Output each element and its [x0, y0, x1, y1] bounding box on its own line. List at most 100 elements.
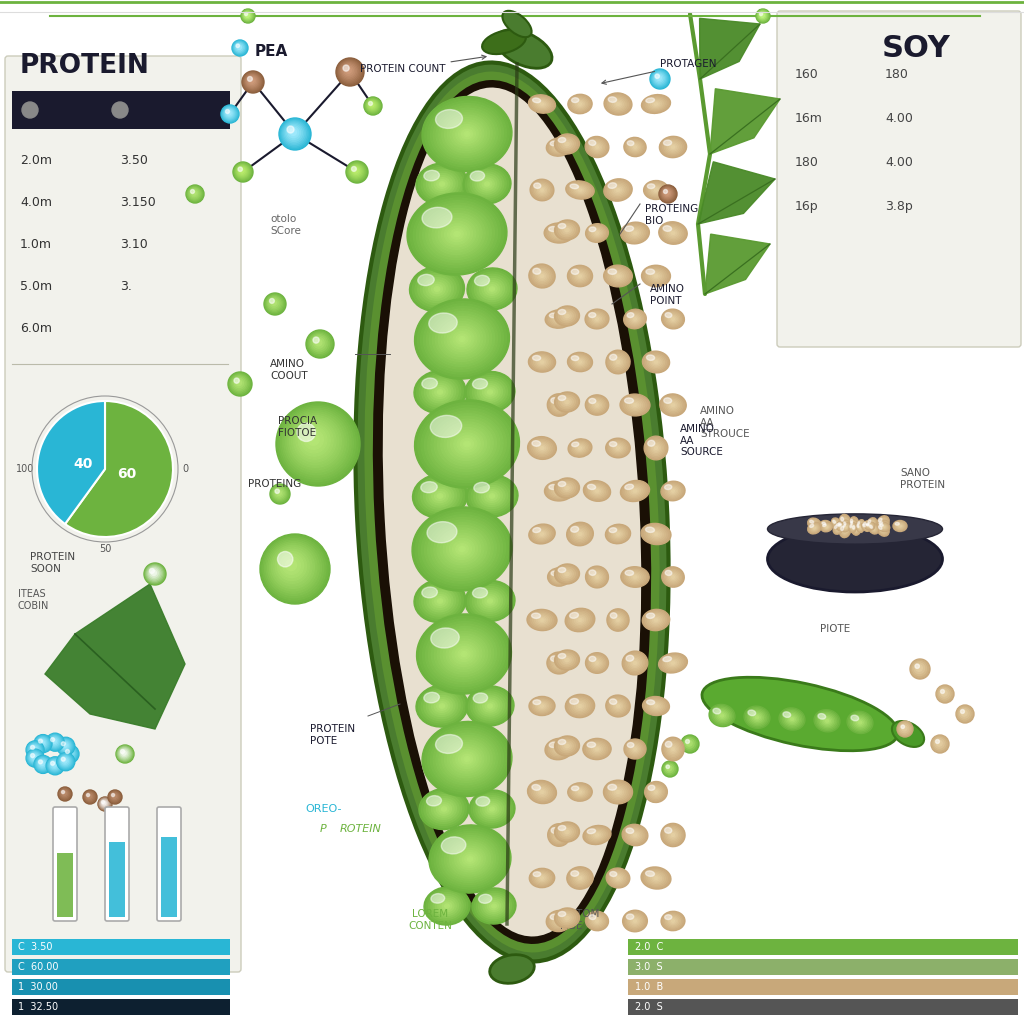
- Text: C  3.50: C 3.50: [18, 942, 52, 952]
- Circle shape: [346, 68, 351, 74]
- Ellipse shape: [838, 524, 841, 526]
- Ellipse shape: [434, 492, 445, 501]
- Ellipse shape: [536, 701, 549, 711]
- Ellipse shape: [881, 522, 886, 527]
- Ellipse shape: [590, 140, 604, 154]
- Ellipse shape: [592, 487, 602, 495]
- Ellipse shape: [745, 708, 768, 727]
- Circle shape: [348, 163, 366, 180]
- Ellipse shape: [666, 658, 680, 668]
- Ellipse shape: [629, 657, 641, 669]
- Ellipse shape: [466, 686, 514, 726]
- Ellipse shape: [531, 97, 552, 111]
- Ellipse shape: [555, 564, 580, 584]
- Ellipse shape: [579, 618, 582, 622]
- Ellipse shape: [664, 738, 683, 760]
- Ellipse shape: [672, 748, 675, 751]
- Ellipse shape: [658, 222, 687, 245]
- Ellipse shape: [461, 651, 467, 656]
- Circle shape: [343, 65, 355, 77]
- Ellipse shape: [838, 521, 847, 529]
- Circle shape: [242, 71, 264, 93]
- Text: 4.0m: 4.0m: [20, 196, 52, 209]
- FancyBboxPatch shape: [12, 979, 230, 995]
- Ellipse shape: [569, 698, 579, 705]
- Ellipse shape: [850, 714, 869, 731]
- Circle shape: [911, 660, 929, 677]
- Circle shape: [62, 746, 77, 761]
- Text: ROTEIN: ROTEIN: [340, 824, 382, 834]
- Ellipse shape: [616, 877, 620, 880]
- Ellipse shape: [632, 833, 638, 838]
- Ellipse shape: [610, 612, 616, 618]
- Circle shape: [267, 297, 282, 310]
- Circle shape: [221, 105, 239, 123]
- Ellipse shape: [672, 145, 675, 148]
- Circle shape: [275, 489, 283, 497]
- Ellipse shape: [663, 912, 683, 930]
- Ellipse shape: [664, 568, 683, 586]
- Ellipse shape: [453, 541, 471, 557]
- Circle shape: [61, 745, 79, 763]
- Ellipse shape: [469, 790, 515, 828]
- Ellipse shape: [812, 526, 817, 530]
- Circle shape: [649, 788, 660, 799]
- Circle shape: [100, 800, 109, 808]
- Ellipse shape: [589, 655, 605, 671]
- Ellipse shape: [487, 390, 493, 394]
- Ellipse shape: [824, 524, 829, 529]
- Ellipse shape: [437, 599, 442, 603]
- Ellipse shape: [550, 484, 568, 498]
- Ellipse shape: [839, 524, 844, 528]
- Ellipse shape: [860, 523, 861, 525]
- Ellipse shape: [432, 595, 447, 607]
- Circle shape: [371, 103, 374, 106]
- Circle shape: [266, 296, 283, 311]
- Ellipse shape: [530, 353, 554, 371]
- Circle shape: [248, 77, 252, 81]
- Circle shape: [758, 11, 767, 19]
- Ellipse shape: [577, 876, 584, 881]
- FancyBboxPatch shape: [57, 853, 73, 918]
- Ellipse shape: [667, 399, 680, 411]
- Ellipse shape: [641, 867, 671, 889]
- Circle shape: [108, 790, 122, 804]
- Ellipse shape: [880, 519, 886, 525]
- Ellipse shape: [450, 641, 479, 667]
- Circle shape: [145, 564, 164, 583]
- Ellipse shape: [854, 526, 858, 532]
- Text: PROCIA
FIOTOE: PROCIA FIOTOE: [278, 416, 317, 437]
- Circle shape: [37, 759, 48, 769]
- Ellipse shape: [836, 526, 841, 531]
- Circle shape: [59, 788, 70, 799]
- Circle shape: [685, 738, 694, 749]
- Ellipse shape: [539, 703, 545, 709]
- Ellipse shape: [588, 742, 606, 756]
- Text: PROTAGEN: PROTAGEN: [602, 59, 717, 84]
- Ellipse shape: [872, 527, 874, 529]
- Ellipse shape: [711, 706, 733, 725]
- Circle shape: [265, 295, 284, 312]
- Ellipse shape: [663, 655, 684, 671]
- Ellipse shape: [609, 611, 627, 629]
- Ellipse shape: [589, 227, 596, 231]
- Ellipse shape: [426, 889, 468, 923]
- Ellipse shape: [621, 222, 649, 244]
- Ellipse shape: [572, 442, 588, 454]
- Ellipse shape: [868, 519, 876, 527]
- Ellipse shape: [605, 524, 631, 544]
- Ellipse shape: [719, 713, 725, 718]
- Ellipse shape: [590, 743, 604, 755]
- Ellipse shape: [428, 411, 506, 477]
- Circle shape: [29, 743, 41, 756]
- Ellipse shape: [529, 438, 555, 458]
- Ellipse shape: [842, 517, 849, 526]
- Ellipse shape: [549, 742, 557, 748]
- Ellipse shape: [664, 656, 682, 670]
- Ellipse shape: [595, 834, 599, 837]
- Ellipse shape: [530, 869, 553, 887]
- Ellipse shape: [550, 313, 567, 325]
- Ellipse shape: [626, 828, 634, 834]
- Circle shape: [234, 164, 251, 179]
- Circle shape: [62, 743, 67, 748]
